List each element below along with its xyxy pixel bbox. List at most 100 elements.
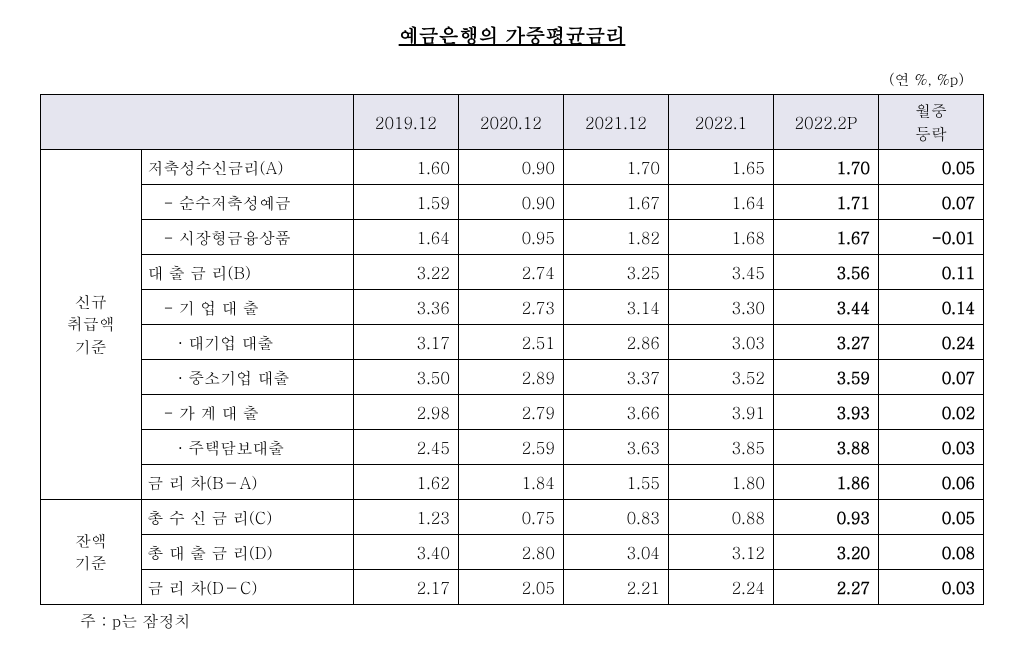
cell: 1.86	[773, 465, 878, 500]
row-label: 총 수 신 금 리(C)	[141, 500, 353, 535]
cell: 0.83	[563, 500, 668, 535]
col-header: 2019.12	[353, 95, 458, 150]
table-row: 총 대 출 금 리(D)3.402.803.043.123.200.08	[41, 535, 984, 570]
cell: 2.74	[458, 255, 563, 290]
cell: 2.98	[353, 395, 458, 430]
cell: 2.45	[353, 430, 458, 465]
cell: 1.23	[353, 500, 458, 535]
cell: 0.14	[878, 290, 983, 325]
cell: 3.22	[353, 255, 458, 290]
cell: 3.04	[563, 535, 668, 570]
cell: 3.45	[668, 255, 773, 290]
row-label: 금 리 차(D－C)	[141, 570, 353, 605]
row-label: 금 리 차(B－A)	[141, 465, 353, 500]
cell: 1.71	[773, 185, 878, 220]
cell: 3.03	[668, 325, 773, 360]
cell: -0.01	[878, 220, 983, 255]
cell: 3.30	[668, 290, 773, 325]
row-label: - 가 계 대 출	[141, 395, 353, 430]
cell: 3.56	[773, 255, 878, 290]
row-label: - 시장형금융상품	[141, 220, 353, 255]
cell: 3.59	[773, 360, 878, 395]
table-row: 금 리 차(D－C)2.172.052.212.242.270.03	[41, 570, 984, 605]
cell: 1.64	[353, 220, 458, 255]
cell: 2.27	[773, 570, 878, 605]
cell: 0.90	[458, 150, 563, 185]
cell: 3.85	[668, 430, 773, 465]
table-row: 금 리 차(B－A)1.621.841.551.801.860.06	[41, 465, 984, 500]
cell: 3.66	[563, 395, 668, 430]
cell: 2.51	[458, 325, 563, 360]
cell: 0.11	[878, 255, 983, 290]
row-label: 대 출 금 리(B)	[141, 255, 353, 290]
cell: 3.17	[353, 325, 458, 360]
cell: 1.67	[773, 220, 878, 255]
cell: 2.73	[458, 290, 563, 325]
cell: 3.44	[773, 290, 878, 325]
table-row: - 기 업 대 출3.362.733.143.303.440.14	[41, 290, 984, 325]
cell: 2.59	[458, 430, 563, 465]
col-header-bold: 2022.2P	[773, 95, 878, 150]
cell: 2.79	[458, 395, 563, 430]
table-row: 대 출 금 리(B)3.222.743.253.453.560.11	[41, 255, 984, 290]
cell: 2.24	[668, 570, 773, 605]
cell: 1.64	[668, 185, 773, 220]
cell: 0.07	[878, 360, 983, 395]
cell: 3.50	[353, 360, 458, 395]
cell: 1.80	[668, 465, 773, 500]
row-label: · 대기업 대출	[141, 325, 353, 360]
cell: 0.07	[878, 185, 983, 220]
row-label: · 주택담보대출	[141, 430, 353, 465]
table-title: 예금은행의 가중평균금리	[40, 20, 984, 49]
cell: 3.88	[773, 430, 878, 465]
table-row: - 가 계 대 출2.982.793.663.913.930.02	[41, 395, 984, 430]
table-row: · 중소기업 대출3.502.893.373.523.590.07	[41, 360, 984, 395]
cell: 2.80	[458, 535, 563, 570]
unit-label: (연 %, %p)	[40, 69, 984, 90]
cell: 0.03	[878, 570, 983, 605]
cell: 0.03	[878, 430, 983, 465]
cell: 1.59	[353, 185, 458, 220]
cell: 3.36	[353, 290, 458, 325]
row-label: - 순수저축성예금	[141, 185, 353, 220]
cell: 2.17	[353, 570, 458, 605]
cell: 2.86	[563, 325, 668, 360]
cell: 1.84	[458, 465, 563, 500]
cell: 2.21	[563, 570, 668, 605]
col-header: 2020.12	[458, 95, 563, 150]
cell: 1.55	[563, 465, 668, 500]
cell: 0.88	[668, 500, 773, 535]
table-row: · 대기업 대출3.172.512.863.033.270.24	[41, 325, 984, 360]
cell: 0.06	[878, 465, 983, 500]
table-row: · 주택담보대출2.452.593.633.853.880.03	[41, 430, 984, 465]
section-label: 잔액 기준	[41, 500, 142, 605]
cell: 0.08	[878, 535, 983, 570]
table-header-row: 2019.12 2020.12 2021.12 2022.1 2022.2P 월…	[41, 95, 984, 150]
cell: 3.52	[668, 360, 773, 395]
cell: 0.05	[878, 500, 983, 535]
cell: 0.93	[773, 500, 878, 535]
table-row: 잔액 기준총 수 신 금 리(C)1.230.750.830.880.930.0…	[41, 500, 984, 535]
col-header: 2021.12	[563, 95, 668, 150]
footnote: 주 : p는 잠정치	[40, 609, 984, 632]
cell: 1.60	[353, 150, 458, 185]
cell: 3.91	[668, 395, 773, 430]
cell: 1.67	[563, 185, 668, 220]
col-header-change: 월중 등락	[878, 95, 983, 150]
rates-table: 2019.12 2020.12 2021.12 2022.1 2022.2P 월…	[40, 94, 984, 605]
row-label: 총 대 출 금 리(D)	[141, 535, 353, 570]
cell: 3.27	[773, 325, 878, 360]
row-label: · 중소기업 대출	[141, 360, 353, 395]
cell: 3.40	[353, 535, 458, 570]
cell: 0.90	[458, 185, 563, 220]
table-row: 신규 취급액 기준저축성수신금리(A)1.600.901.701.651.700…	[41, 150, 984, 185]
cell: 3.25	[563, 255, 668, 290]
cell: 3.14	[563, 290, 668, 325]
cell: 1.70	[563, 150, 668, 185]
cell: 1.68	[668, 220, 773, 255]
cell: 3.93	[773, 395, 878, 430]
row-label: - 기 업 대 출	[141, 290, 353, 325]
cell: 1.70	[773, 150, 878, 185]
cell: 0.95	[458, 220, 563, 255]
cell: 1.82	[563, 220, 668, 255]
